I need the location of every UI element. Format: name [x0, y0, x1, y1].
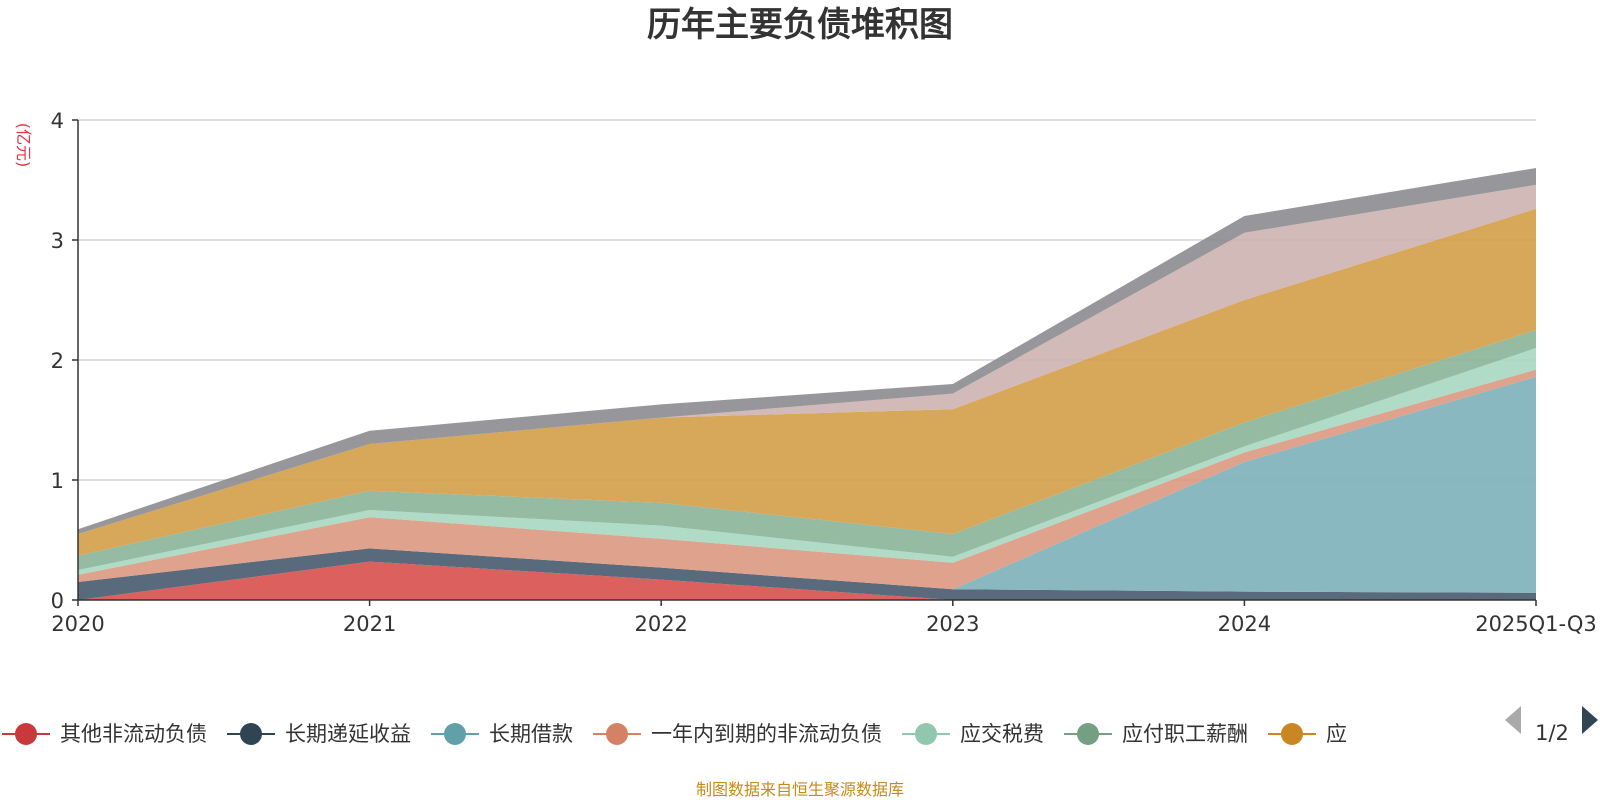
legend-marker-icon	[1077, 723, 1099, 745]
legend: 其他非流动负债 长期递延收益 长期借款 一年内到期的非流动负债 应交税费 应付职工薪酬 应	[2, 722, 1347, 746]
y-tick-label: 2	[51, 349, 64, 373]
axes	[72, 119, 1537, 606]
y-tick-label: 1	[51, 469, 64, 493]
legend-pager: 1/2	[1505, 706, 1598, 745]
area-series-1	[78, 548, 1536, 600]
legend-marker-icon	[606, 723, 628, 745]
legend-item[interactable]: 应交税费	[902, 722, 1044, 746]
legend-item[interactable]: 长期递延收益	[227, 722, 411, 746]
legend-page-indicator: 1/2	[1535, 721, 1569, 745]
legend-label: 一年内到期的非流动负债	[651, 722, 882, 746]
legend-prev-page-icon[interactable]	[1505, 706, 1521, 734]
x-tick-labels: 2020 2021 2022 2023 2024 2025Q1-Q3	[51, 612, 1597, 636]
area-series-7	[78, 184, 1536, 535]
legend-label: 应付职工薪酬	[1122, 722, 1248, 746]
area-series-5	[78, 330, 1536, 570]
area-series-2	[78, 376, 1536, 593]
area-series-6	[78, 208, 1536, 556]
legend-label: 长期递延收益	[285, 722, 411, 746]
legend-marker-icon	[1281, 723, 1303, 745]
x-tick-label: 2023	[926, 612, 979, 636]
x-tick-label: 2022	[634, 612, 687, 636]
y-tick-label: 3	[51, 229, 64, 253]
data-source-footer: 制图数据来自恒生聚源数据库	[696, 780, 904, 799]
legend-item[interactable]: 长期借款	[431, 722, 573, 746]
area-series-3	[78, 369, 1536, 590]
x-tick-label: 2021	[343, 612, 396, 636]
legend-item[interactable]: 应付职工薪酬	[1064, 722, 1248, 746]
legend-item[interactable]: 一年内到期的非流动负债	[593, 722, 882, 746]
legend-label: 应	[1326, 722, 1347, 746]
area-series-4	[78, 348, 1536, 575]
x-tick-label: 2025Q1-Q3	[1475, 612, 1597, 636]
x-tick-label: 2020	[51, 612, 104, 636]
legend-item[interactable]: 应	[1268, 722, 1347, 746]
legend-label: 其他非流动负债	[60, 722, 207, 746]
y-axis-unit: (亿元)	[14, 123, 33, 168]
x-tick-label: 2024	[1218, 612, 1271, 636]
legend-label: 长期借款	[489, 722, 573, 746]
legend-item[interactable]: 其他非流动负债	[2, 722, 207, 746]
legend-marker-icon	[444, 723, 466, 745]
y-tick-labels: 0 1 2 3 4	[51, 109, 64, 613]
legend-marker-icon	[915, 723, 937, 745]
legend-next-page-icon[interactable]	[1582, 706, 1598, 734]
chart-title: 历年主要负债堆积图	[647, 5, 953, 45]
area-series-0	[78, 561, 1536, 600]
area-series-8	[78, 168, 1536, 534]
y-tick-label: 0	[51, 589, 64, 613]
legend-marker-icon	[240, 723, 262, 745]
legend-marker-icon	[15, 723, 37, 745]
legend-label: 应交税费	[960, 722, 1044, 746]
stacked-areas	[78, 168, 1536, 600]
y-tick-label: 4	[51, 109, 64, 133]
